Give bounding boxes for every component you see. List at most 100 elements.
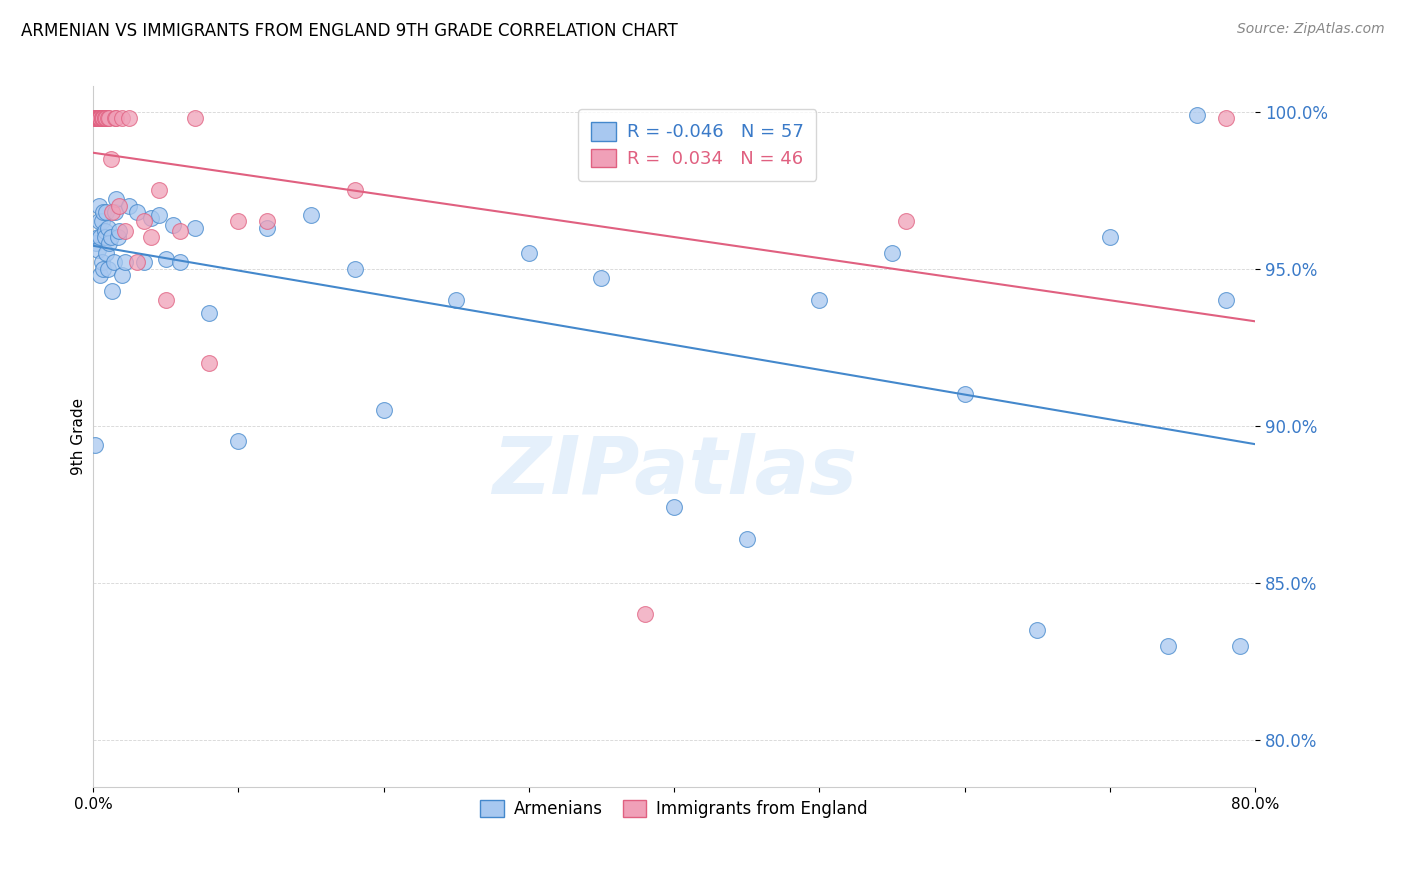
Point bbox=[86, 243, 108, 257]
Point bbox=[101, 205, 124, 219]
Point bbox=[97, 261, 120, 276]
Point bbox=[343, 261, 366, 276]
Point bbox=[1026, 623, 1049, 637]
Text: Source: ZipAtlas.com: Source: ZipAtlas.com bbox=[1237, 22, 1385, 37]
Point bbox=[87, 214, 110, 228]
Point bbox=[84, 111, 107, 125]
Point bbox=[162, 218, 184, 232]
Point bbox=[198, 356, 221, 370]
Point bbox=[90, 111, 112, 125]
Point bbox=[108, 199, 131, 213]
Point bbox=[89, 111, 111, 125]
Point bbox=[87, 111, 110, 125]
Point bbox=[90, 111, 112, 125]
Point bbox=[90, 214, 112, 228]
Point bbox=[141, 230, 163, 244]
Point bbox=[97, 220, 120, 235]
Point bbox=[105, 111, 128, 125]
Point bbox=[93, 205, 115, 219]
Y-axis label: 9th Grade: 9th Grade bbox=[72, 398, 86, 475]
Point bbox=[107, 230, 129, 244]
Point bbox=[89, 268, 111, 282]
Point bbox=[1157, 639, 1180, 653]
Point bbox=[517, 246, 540, 260]
Point bbox=[118, 199, 141, 213]
Point bbox=[86, 111, 108, 125]
Point bbox=[114, 255, 136, 269]
Point bbox=[446, 293, 468, 307]
Point bbox=[86, 111, 108, 125]
Point bbox=[103, 255, 125, 269]
Point bbox=[87, 199, 110, 213]
Point bbox=[148, 183, 170, 197]
Point bbox=[98, 236, 121, 251]
Point bbox=[896, 214, 918, 228]
Point bbox=[125, 255, 148, 269]
Point bbox=[148, 208, 170, 222]
Point bbox=[118, 111, 141, 125]
Point bbox=[299, 208, 322, 222]
Point bbox=[93, 261, 115, 276]
Point bbox=[104, 111, 127, 125]
Point bbox=[184, 111, 207, 125]
Point bbox=[114, 224, 136, 238]
Point bbox=[808, 293, 831, 307]
Point bbox=[86, 230, 108, 244]
Point bbox=[256, 220, 278, 235]
Point bbox=[84, 111, 107, 125]
Point bbox=[83, 111, 105, 125]
Point bbox=[591, 271, 613, 285]
Point bbox=[1215, 111, 1237, 125]
Point bbox=[90, 111, 112, 125]
Point bbox=[634, 607, 657, 622]
Point bbox=[155, 252, 177, 267]
Point bbox=[100, 230, 122, 244]
Point bbox=[228, 434, 250, 449]
Point bbox=[1215, 293, 1237, 307]
Point bbox=[86, 111, 108, 125]
Point bbox=[84, 111, 107, 125]
Point bbox=[373, 403, 395, 417]
Point bbox=[132, 255, 155, 269]
Point bbox=[87, 111, 110, 125]
Point bbox=[880, 246, 903, 260]
Point bbox=[735, 532, 758, 546]
Point bbox=[1185, 108, 1208, 122]
Point bbox=[94, 111, 117, 125]
Point bbox=[228, 214, 250, 228]
Point bbox=[1098, 230, 1121, 244]
Point bbox=[94, 230, 117, 244]
Point bbox=[132, 214, 155, 228]
Point bbox=[104, 205, 127, 219]
Point bbox=[1229, 639, 1251, 653]
Point bbox=[662, 500, 685, 515]
Point bbox=[256, 214, 278, 228]
Point bbox=[87, 111, 110, 125]
Point bbox=[953, 387, 976, 401]
Point bbox=[93, 111, 115, 125]
Point bbox=[184, 220, 207, 235]
Point bbox=[89, 111, 111, 125]
Point bbox=[96, 246, 118, 260]
Point bbox=[101, 284, 124, 298]
Point bbox=[98, 111, 121, 125]
Point bbox=[198, 305, 221, 319]
Point bbox=[94, 224, 117, 238]
Point bbox=[94, 111, 117, 125]
Point bbox=[105, 193, 128, 207]
Point bbox=[169, 255, 191, 269]
Point bbox=[169, 224, 191, 238]
Point bbox=[83, 437, 105, 451]
Point bbox=[141, 211, 163, 226]
Point bbox=[108, 224, 131, 238]
Point bbox=[83, 111, 105, 125]
Point bbox=[96, 111, 118, 125]
Point bbox=[96, 205, 118, 219]
Point bbox=[125, 205, 148, 219]
Point bbox=[100, 152, 122, 166]
Point bbox=[111, 111, 134, 125]
Point bbox=[89, 230, 111, 244]
Point bbox=[89, 111, 111, 125]
Point bbox=[93, 111, 115, 125]
Point bbox=[111, 268, 134, 282]
